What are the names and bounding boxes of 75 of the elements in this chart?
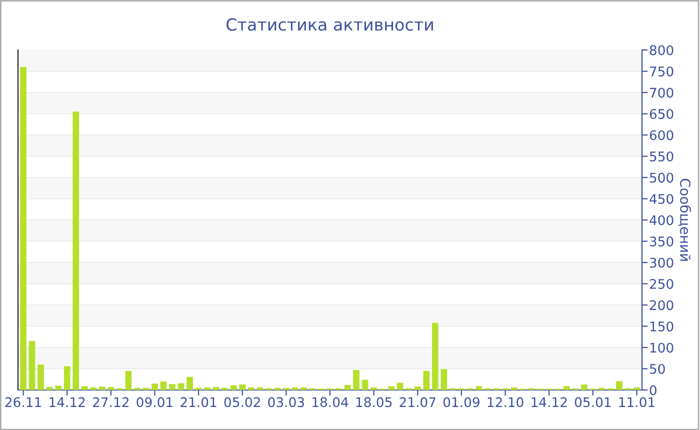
x-tick-label: 18.04 xyxy=(312,397,348,408)
bar xyxy=(204,387,210,390)
bar xyxy=(38,364,44,390)
bar xyxy=(28,341,36,390)
y-tick-label: 400 xyxy=(650,215,674,226)
x-tick-label: 11.01 xyxy=(619,397,654,408)
x-tick-label: 26.11 xyxy=(5,397,41,408)
x-tick-label: 27.12 xyxy=(92,397,128,407)
bar xyxy=(186,376,193,390)
x-tick-label: 14.12 xyxy=(532,397,567,407)
bar xyxy=(292,387,298,390)
chart-title: Статистика активности xyxy=(226,18,433,31)
bar xyxy=(55,386,62,390)
x-tick-label: 09.01 xyxy=(136,397,172,408)
bar xyxy=(423,370,430,390)
bar xyxy=(239,384,246,390)
bar xyxy=(248,387,254,390)
bar xyxy=(230,385,237,390)
bar xyxy=(634,387,640,390)
bar xyxy=(160,382,167,390)
y-tick-label: 550 xyxy=(650,151,674,162)
bar xyxy=(510,387,518,390)
bar xyxy=(152,384,158,390)
x-tick-label: 03.03 xyxy=(268,397,304,408)
bar xyxy=(396,382,404,390)
y-axis-title: Сообщений xyxy=(678,178,692,261)
y-tick-label: 650 xyxy=(650,108,674,119)
y-tick-label: 200 xyxy=(650,300,674,310)
bar xyxy=(72,112,79,390)
bar xyxy=(169,384,176,390)
x-tick-label: 14.12 xyxy=(50,397,85,407)
y-tick-label: 500 xyxy=(650,172,674,183)
y-tick-label: 150 xyxy=(650,321,674,332)
bar xyxy=(476,386,482,390)
bar xyxy=(344,384,351,390)
y-tick-label: 800 xyxy=(650,45,674,56)
x-tick-label: 21.07 xyxy=(400,397,436,408)
y-tick-label: 700 xyxy=(650,88,674,98)
bar xyxy=(563,386,570,390)
bar xyxy=(256,387,264,390)
bar xyxy=(108,387,114,390)
x-tick-label: 12.10 xyxy=(488,397,524,408)
bar xyxy=(581,384,588,390)
x-tick-label: 05.01 xyxy=(574,397,611,408)
x-tick-label: 01.09 xyxy=(443,397,480,408)
bar xyxy=(616,381,622,390)
y-tick-label: 450 xyxy=(650,194,674,204)
bar xyxy=(64,366,70,390)
y-tick-label: 750 xyxy=(650,66,674,76)
bar xyxy=(98,386,106,390)
bar xyxy=(90,387,97,390)
y-tick-label: 50 xyxy=(650,364,665,374)
bar xyxy=(300,387,307,390)
x-tick-label: 18.05 xyxy=(356,397,392,408)
y-tick-label: 600 xyxy=(650,130,674,140)
y-tick-label: 350 xyxy=(650,236,674,246)
bar xyxy=(81,386,88,390)
bar xyxy=(46,387,53,390)
bar xyxy=(212,387,220,390)
bar xyxy=(414,386,421,390)
bar xyxy=(440,369,448,390)
bar xyxy=(353,370,360,390)
bar xyxy=(125,370,132,390)
bar xyxy=(370,387,377,390)
bar xyxy=(178,383,184,390)
y-tick-label: 100 xyxy=(650,342,674,353)
y-tick-label: 0 xyxy=(650,385,656,396)
y-tick-label: 250 xyxy=(650,278,674,289)
bar xyxy=(388,386,395,390)
bar xyxy=(20,67,26,390)
bar xyxy=(432,322,438,390)
bar xyxy=(362,380,368,390)
x-tick-label: 05.02 xyxy=(224,397,260,408)
y-tick-label: 300 xyxy=(650,258,674,268)
x-tick-label: 21.01 xyxy=(180,397,216,408)
